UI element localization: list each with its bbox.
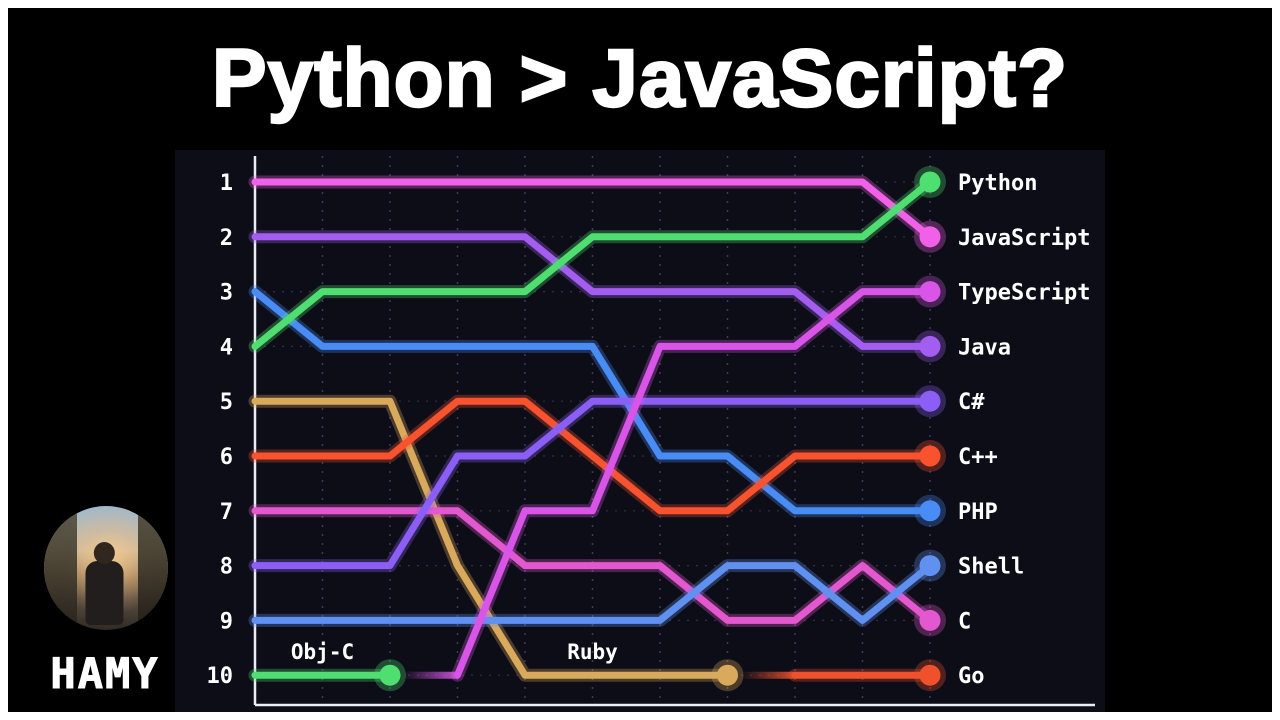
series-label-python: Python — [958, 171, 1037, 196]
endpoint-dot-csharp — [919, 390, 941, 412]
endpoint-dot-php — [919, 500, 941, 522]
series-label-java: Java — [958, 335, 1011, 360]
rank-label-1: 1 — [220, 171, 233, 196]
endpoint-dot-java — [919, 335, 941, 357]
avatar-building-right — [138, 506, 168, 630]
rank-label-8: 8 — [220, 555, 233, 580]
rank-label-10: 10 — [207, 664, 234, 689]
ranking-chart-panel: 1 2 3 4 5 6 7 8 9 10 Python JavaScript TypeScript Jav… — [175, 150, 1105, 712]
rank-label-6: 6 — [220, 445, 233, 470]
chart-grid — [253, 156, 1095, 707]
series-label-shell: Shell — [958, 555, 1024, 580]
series-line-php — [248, 285, 946, 527]
series-line-go — [740, 659, 946, 692]
series-line-java — [248, 230, 946, 363]
series-line-javascript — [248, 175, 946, 253]
endpoint-dot-shell — [919, 555, 941, 577]
page-title: Python > JavaScript? — [211, 32, 1069, 125]
endpoint-dot-c — [919, 609, 941, 631]
avatar-building-left — [44, 506, 78, 630]
endpoint-dot-ruby — [717, 664, 738, 686]
endpoint-dot-python — [919, 171, 941, 193]
annotation-obj-c: Obj-C — [291, 640, 354, 664]
avatar-person-head — [93, 542, 115, 564]
series-label-c: C — [958, 609, 971, 634]
series-line-cpp — [248, 394, 946, 518]
endpoint-dot-go — [919, 664, 941, 686]
endpoint-dot-cpp — [919, 445, 941, 467]
rank-label-7: 7 — [220, 500, 233, 525]
endpoint-dot-typescript — [919, 281, 941, 303]
rank-label-9: 9 — [220, 609, 233, 634]
series-label-go: Go — [958, 664, 985, 689]
annotation-ruby: Ruby — [567, 640, 618, 664]
avatar-person-silhouette — [85, 561, 124, 625]
series-line-shell — [248, 549, 946, 627]
series-label-cpp: C++ — [958, 445, 998, 470]
rank-label-5: 5 — [220, 390, 233, 415]
series-line-python — [248, 166, 946, 353]
endpoint-dot-javascript — [919, 226, 941, 248]
series-label-php: PHP — [958, 500, 998, 525]
title-banner: Python > JavaScript? — [8, 8, 1272, 150]
bump-chart-svg: 1 2 3 4 5 6 7 8 9 10 Python JavaScript TypeScript Jav… — [207, 156, 1095, 707]
series-line-obj-c — [248, 659, 406, 692]
endpoint-dot-obj-c — [379, 664, 401, 686]
rank-label-4: 4 — [220, 335, 233, 360]
channel-avatar — [44, 506, 168, 630]
rank-label-2: 2 — [220, 226, 233, 251]
channel-logo: HAMY — [50, 648, 160, 698]
series-label-typescript: TypeScript — [958, 281, 1090, 306]
series-label-csharp: C# — [958, 390, 985, 415]
series-line-csharp — [248, 385, 946, 573]
rank-label-3: 3 — [220, 281, 233, 306]
series-line-typescript — [402, 275, 946, 682]
series-line-c — [248, 504, 946, 637]
series-label-javascript: JavaScript — [958, 226, 1090, 251]
